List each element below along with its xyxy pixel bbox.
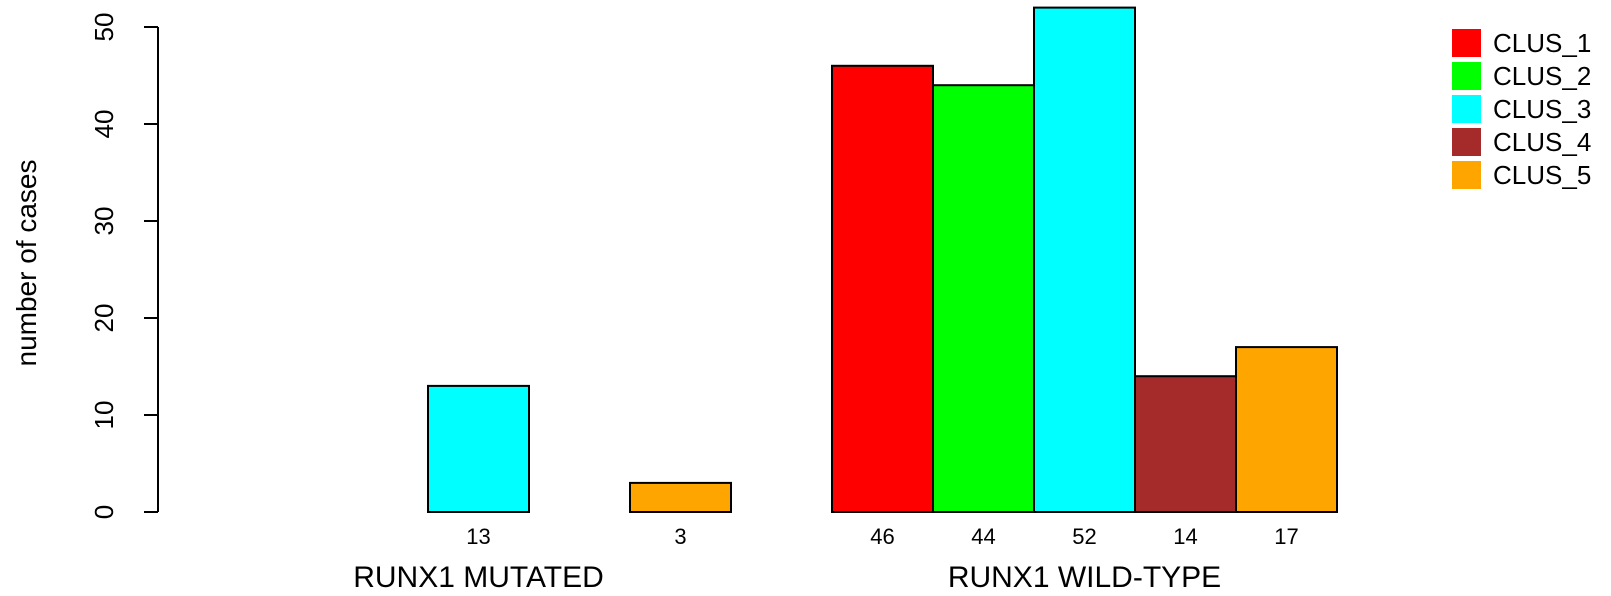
count-label-1-clus_5: 3 <box>674 524 686 549</box>
y-axis: 0 10 20 30 40 50 <box>89 13 159 519</box>
y-axis-label: number of cases <box>11 160 42 367</box>
bars <box>427 6 1338 514</box>
y-tick-label-20: 20 <box>89 304 119 333</box>
count-label-2-clus_3: 52 <box>1072 524 1096 549</box>
bar-1-clus_5 <box>629 481 732 513</box>
count-label-1-clus_3: 13 <box>466 524 490 549</box>
y-tick-label-0: 0 <box>89 505 119 519</box>
legend-swatch-clus_1 <box>1452 29 1481 57</box>
y-tick-label-10: 10 <box>89 401 119 430</box>
legend-swatch-clus_3 <box>1452 95 1481 123</box>
legend-label-clus_3: CLUS_3 <box>1493 94 1591 124</box>
bar-2-clus_2 <box>932 84 1035 513</box>
group-labels: RUNX1 MUTATED RUNX1 WILD-TYPE <box>353 561 1221 594</box>
legend-swatch-clus_4 <box>1452 128 1481 156</box>
group-label-2: RUNX1 WILD-TYPE <box>948 561 1221 594</box>
y-tick-label-30: 30 <box>89 207 119 236</box>
bar-2-clus_5 <box>1235 346 1338 513</box>
bar-2-clus_3 <box>1033 6 1136 513</box>
y-tick-label-40: 40 <box>89 110 119 139</box>
bar-2-clus_4 <box>1134 375 1237 514</box>
count-labels: 13 3 46 44 52 14 17 <box>466 524 1298 549</box>
bar-1-clus_3 <box>427 384 530 513</box>
count-label-2-clus_5: 17 <box>1274 524 1298 549</box>
count-label-2-clus_4: 14 <box>1173 524 1197 549</box>
legend-label-clus_2: CLUS_2 <box>1493 61 1591 91</box>
legend-label-clus_1: CLUS_1 <box>1493 28 1591 58</box>
legend-swatch-clus_2 <box>1452 62 1481 90</box>
count-label-2-clus_1: 46 <box>870 524 894 549</box>
bar-2-clus_1 <box>831 64 934 514</box>
group-label-1: RUNX1 MUTATED <box>353 561 604 594</box>
legend-swatch-clus_5 <box>1452 161 1481 189</box>
legend-label-clus_4: CLUS_4 <box>1493 127 1591 157</box>
y-tick-label-50: 50 <box>89 13 119 42</box>
count-label-2-clus_2: 44 <box>971 524 995 549</box>
legend-label-clus_5: CLUS_5 <box>1493 160 1591 190</box>
